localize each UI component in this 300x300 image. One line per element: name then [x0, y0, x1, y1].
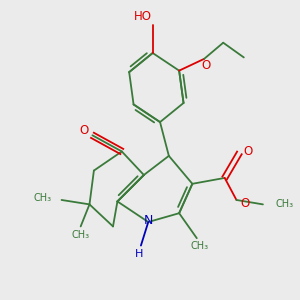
Text: CH₃: CH₃ [275, 200, 293, 209]
Text: CH₃: CH₃ [71, 230, 89, 240]
Text: N: N [144, 214, 154, 227]
Text: CH₃: CH₃ [191, 242, 209, 251]
Text: H: H [135, 249, 144, 259]
Text: O: O [240, 197, 249, 210]
Text: HO: HO [134, 10, 152, 23]
Text: O: O [79, 124, 88, 137]
Text: O: O [202, 59, 211, 72]
Text: CH₃: CH₃ [33, 193, 51, 202]
Text: O: O [244, 145, 253, 158]
